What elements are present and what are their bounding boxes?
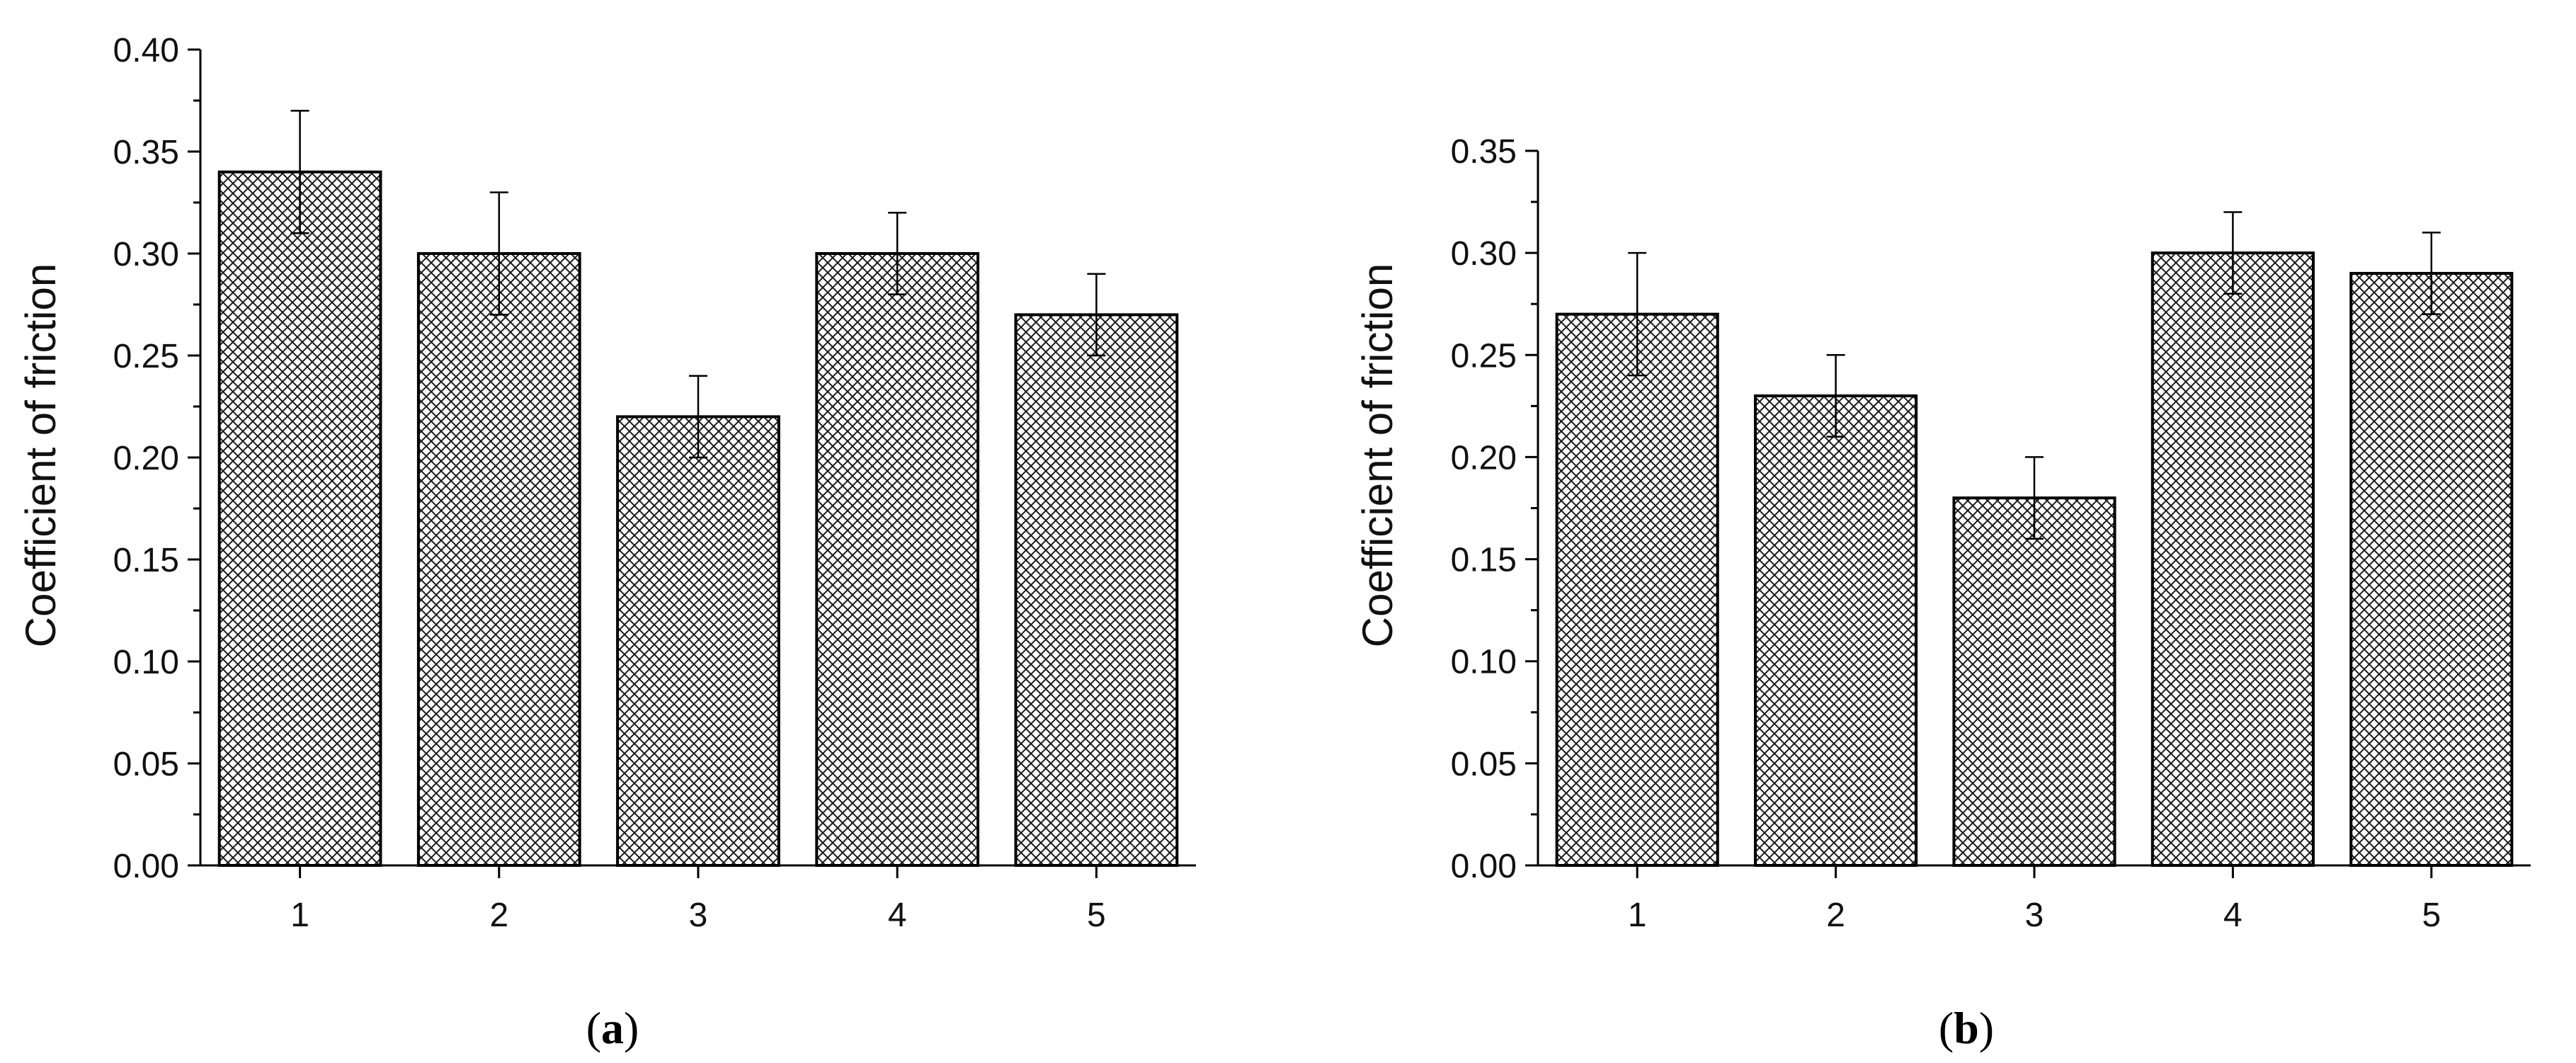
bars-group [1555, 251, 2514, 867]
bar [217, 170, 382, 868]
x-ticks-group: 1 2 3 4 5 [290, 865, 1106, 934]
y-tick-label: 0.30 [1451, 235, 1517, 273]
error-bar [1826, 354, 1845, 438]
bar [2349, 271, 2514, 867]
x-tick-label: 1 [290, 897, 309, 934]
bar [1754, 394, 1918, 867]
y-tick-label: 0.25 [1451, 337, 1517, 375]
x-tick-label: 5 [1087, 897, 1106, 934]
bars-group [217, 170, 1179, 868]
panel-caption-b: (b) [1939, 1003, 1994, 1053]
error-bar [489, 191, 508, 316]
bar [1014, 313, 1179, 867]
y-tick-label: 0.20 [113, 440, 179, 477]
error-bar [689, 375, 707, 459]
y-tick-label: 0.00 [1451, 848, 1517, 885]
y-tick-label: 0.30 [113, 236, 179, 273]
error-bar [2025, 456, 2044, 540]
bar [815, 252, 980, 867]
bar [616, 415, 780, 867]
x-tick-label: 5 [2422, 897, 2441, 934]
panel-caption-letter: b [1954, 1003, 1979, 1053]
error-bars-group [290, 110, 1106, 459]
error-bar [1087, 273, 1106, 357]
y-tick-label: 0.10 [113, 644, 179, 681]
y-tick-label: 0.10 [1451, 644, 1517, 681]
x-tick-label: 4 [888, 897, 907, 934]
bar [416, 252, 581, 867]
y-tick-label: 0.35 [1451, 133, 1517, 171]
y-tick-label: 0.05 [113, 746, 179, 783]
error-bar [290, 110, 309, 234]
y-tick-label: 0.00 [113, 848, 179, 885]
x-tick-label: 3 [689, 897, 708, 934]
x-tick-label: 1 [1628, 897, 1647, 934]
panel-caption-letter: a [601, 1003, 624, 1053]
x-tick-label: 2 [489, 897, 508, 934]
y-tick-label: 0.40 [113, 32, 179, 69]
panel-caption-a: (a) [586, 1003, 639, 1053]
y-axis-label: Coefficient of friction [17, 263, 64, 648]
bar [2150, 251, 2315, 867]
y-tick-label: 0.15 [113, 542, 179, 579]
bar [1555, 312, 1719, 867]
x-tick-label: 3 [2025, 897, 2044, 934]
y-tick-label: 0.20 [1451, 439, 1517, 477]
error-bar [1628, 251, 1647, 377]
error-bar [2422, 232, 2441, 315]
y-ticks-group: 0.00 0.05 0.10 0.15 0.20 0.25 0.30 0.35 0.40 [113, 32, 200, 885]
x-tick-label: 4 [2223, 897, 2242, 934]
chart-panel-a: 0.00 0.05 0.10 0.15 0.20 0.25 0.30 0.35 0.40 1 2 3… [17, 32, 1196, 1053]
y-tick-label: 0.15 [1451, 542, 1517, 579]
bar [1952, 496, 2116, 867]
x-tick-label: 2 [1826, 897, 1845, 934]
y-tick-label: 0.35 [113, 134, 179, 171]
y-ticks-group: 0.00 0.05 0.10 0.15 0.20 0.25 0.30 0.35 [1451, 133, 1538, 885]
y-tick-label: 0.25 [113, 338, 179, 375]
error-bar [2223, 211, 2242, 295]
chart-panel-b: 0.00 0.05 0.10 0.15 0.20 0.25 0.30 0.35 1 2 3 4 5 C… [1354, 133, 2531, 1053]
y-tick-label: 0.05 [1451, 746, 1517, 783]
error-bars-group [1628, 211, 2441, 540]
x-ticks-group: 1 2 3 4 5 [1628, 865, 2441, 934]
y-axis-label: Coefficient of friction [1354, 263, 1401, 648]
error-bar [888, 212, 907, 295]
